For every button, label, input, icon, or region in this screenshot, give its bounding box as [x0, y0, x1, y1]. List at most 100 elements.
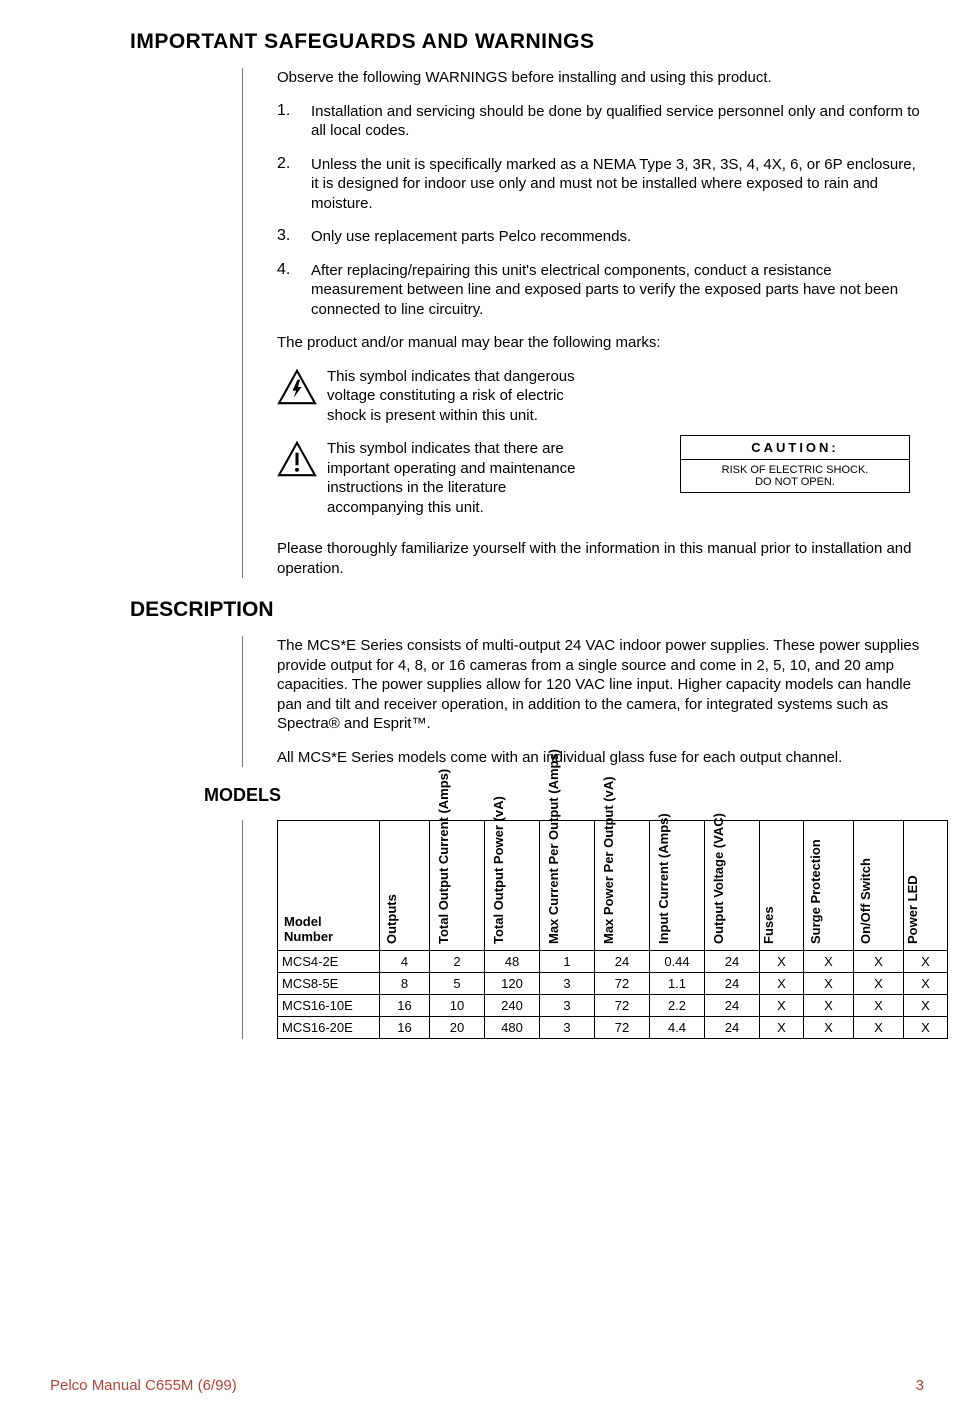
warning-1-text: Installation and servicing should be don… [311, 102, 920, 141]
heading-description: DESCRIPTION [130, 598, 924, 622]
cell: MCS16-10E [278, 995, 380, 1017]
safeguards-closing: Please thoroughly familiarize yourself w… [277, 539, 920, 578]
cell: 24 [705, 951, 760, 973]
table-row: MCS4-2E 4 2 48 1 24 0.44 24 X X X X [278, 951, 948, 973]
cell: 3 [540, 995, 595, 1017]
cell: 0.44 [650, 951, 705, 973]
cell: X [904, 973, 948, 995]
footer-manual-id: Pelco Manual C655M (6/99) [50, 1377, 237, 1394]
cell: 48 [485, 951, 540, 973]
cell: 5 [430, 973, 485, 995]
cell: 3 [540, 1017, 595, 1039]
cell: X [854, 1017, 904, 1039]
cell: 480 [485, 1017, 540, 1039]
th-outputs: Outputs [380, 821, 430, 951]
heading-safeguards: IMPORTANT SAFEGUARDS AND WARNINGS [130, 30, 924, 54]
th-max-current-per: Max Current Per Output (Amps) [540, 821, 595, 951]
models-table: Model Number Outputs Total Output Curren… [277, 820, 948, 1039]
cell: X [904, 1017, 948, 1039]
cell: X [804, 995, 854, 1017]
models-block: Model Number Outputs Total Output Curren… [242, 820, 924, 1039]
warning-4-num: 4. [277, 261, 311, 320]
cell: 24 [705, 973, 760, 995]
page-footer: Pelco Manual C655M (6/99) 3 [50, 1377, 924, 1394]
cell: 1 [540, 951, 595, 973]
th-power-led: Power LED [904, 821, 948, 951]
warning-3-text: Only use replacement parts Pelco recomme… [311, 227, 920, 247]
th-output-voltage: Output Voltage (VAC) [705, 821, 760, 951]
table-row: MCS16-20E 16 20 480 3 72 4.4 24 X X X X [278, 1017, 948, 1039]
symbol-exclaim-text: This symbol indicates that there are imp… [327, 439, 577, 517]
cell: 2.2 [650, 995, 705, 1017]
caution-line1: RISK OF ELECTRIC SHOCK. [722, 464, 869, 476]
table-row: MCS16-10E 16 10 240 3 72 2.2 24 X X X X [278, 995, 948, 1017]
cell: 16 [380, 995, 430, 1017]
symbol-column: This symbol indicates that dangerous vol… [277, 367, 577, 532]
cell: MCS4-2E [278, 951, 380, 973]
cell: X [904, 951, 948, 973]
warnings-list: 1. Installation and servicing should be … [277, 102, 920, 320]
cell: X [904, 995, 948, 1017]
table-header-row: Model Number Outputs Total Output Curren… [278, 821, 948, 951]
th-input-current-label: Input Current (Amps) [656, 813, 671, 944]
th-total-current-label: Total Output Current (Amps) [436, 769, 451, 944]
cell: X [854, 973, 904, 995]
th-switch-label: On/Off Switch [858, 858, 873, 944]
safeguards-intro: Observe the following WARNINGS before in… [277, 68, 920, 88]
caution-line2: DO NOT OPEN. [755, 476, 835, 488]
exclaim-triangle-icon [277, 439, 327, 517]
warning-4: 4. After replacing/repairing this unit's… [277, 261, 920, 320]
caution-header: CAUTION: [680, 435, 910, 459]
th-total-power: Total Output Power (vA) [485, 821, 540, 951]
th-fuses: Fuses [760, 821, 804, 951]
lightning-triangle-icon [277, 367, 327, 426]
cell: X [804, 1017, 854, 1039]
cell: 1.1 [650, 973, 705, 995]
warning-2: 2. Unless the unit is specifically marke… [277, 155, 920, 214]
cell: X [760, 973, 804, 995]
cell: X [760, 1017, 804, 1039]
warning-4-text: After replacing/repairing this unit's el… [311, 261, 920, 320]
marks-intro: The product and/or manual may bear the f… [277, 333, 920, 353]
cell: 16 [380, 1017, 430, 1039]
cell: X [760, 995, 804, 1017]
table-body: MCS4-2E 4 2 48 1 24 0.44 24 X X X X MCS8… [278, 951, 948, 1039]
cell: 8 [380, 973, 430, 995]
cell: 24 [705, 995, 760, 1017]
cell: 72 [595, 973, 650, 995]
cell: 72 [595, 1017, 650, 1039]
warning-2-text: Unless the unit is specifically marked a… [311, 155, 920, 214]
table-row: MCS8-5E 8 5 120 3 72 1.1 24 X X X X [278, 973, 948, 995]
th-switch: On/Off Switch [854, 821, 904, 951]
warning-3-num: 3. [277, 227, 311, 247]
warning-2-num: 2. [277, 155, 311, 214]
cell: 4.4 [650, 1017, 705, 1039]
cell: X [760, 951, 804, 973]
symbol-exclaim: This symbol indicates that there are imp… [277, 439, 577, 517]
th-max-power-per: Max Power Per Output (vA) [595, 821, 650, 951]
safeguards-block: Observe the following WARNINGS before in… [242, 68, 924, 578]
th-model-number: Model Number [278, 821, 380, 951]
description-para2: All MCS*E Series models come with an ind… [277, 748, 920, 768]
cell: 24 [705, 1017, 760, 1039]
heading-models: MODELS [204, 785, 924, 806]
symbol-lightning-text: This symbol indicates that dangerous vol… [327, 367, 577, 426]
description-block: The MCS*E Series consists of multi-outpu… [242, 636, 924, 767]
warning-1-num: 1. [277, 102, 311, 141]
th-model-number-label: Model Number [284, 914, 374, 944]
cell: 10 [430, 995, 485, 1017]
cell: 72 [595, 995, 650, 1017]
th-input-current: Input Current (Amps) [650, 821, 705, 951]
cell: X [804, 973, 854, 995]
cell: MCS16-20E [278, 1017, 380, 1039]
marks-row: This symbol indicates that dangerous vol… [277, 367, 920, 532]
caution-body: RISK OF ELECTRIC SHOCK. DO NOT OPEN. [680, 459, 910, 493]
th-fuses-label: Fuses [761, 906, 776, 944]
th-max-power-per-label: Max Power Per Output (vA) [601, 776, 616, 944]
th-surge: Surge Protection [804, 821, 854, 951]
cell: MCS8-5E [278, 973, 380, 995]
caution-box: CAUTION: RISK OF ELECTRIC SHOCK. DO NOT … [680, 435, 910, 493]
footer-page-number: 3 [916, 1377, 924, 1394]
cell: X [854, 995, 904, 1017]
warning-3: 3. Only use replacement parts Pelco reco… [277, 227, 920, 247]
